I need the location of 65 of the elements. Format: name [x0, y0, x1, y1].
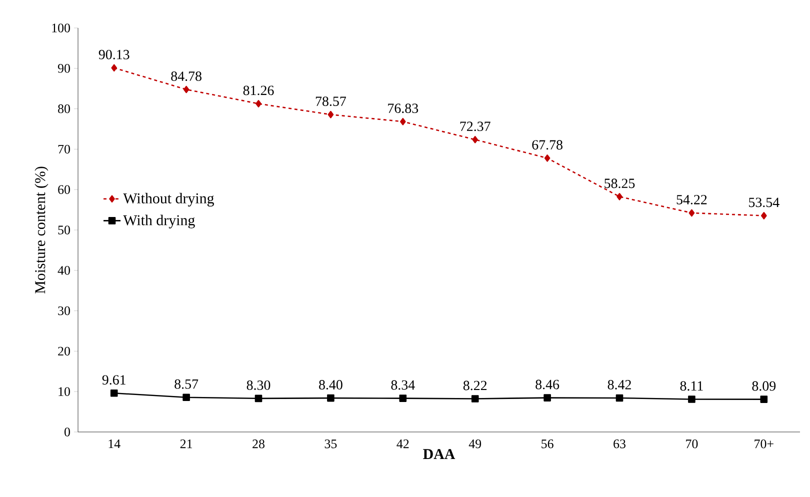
point [688, 209, 695, 217]
point [183, 86, 190, 94]
x-tick-label: 56 [542, 440, 554, 448]
point [400, 118, 406, 126]
point [760, 396, 768, 403]
point [256, 100, 262, 108]
x-tick-label: 70+ [754, 440, 774, 448]
y-tick-label: 80 [58, 104, 70, 114]
data-label: 8.30 [246, 380, 270, 390]
point [544, 154, 550, 162]
legend-label: With drying [123, 214, 195, 228]
data-label: 8.11 [680, 381, 703, 391]
data-label: 76.83 [388, 104, 418, 114]
y-tick-label: 40 [58, 266, 70, 275]
y-tick-label: 30 [58, 306, 70, 316]
point [616, 394, 624, 402]
legend-label: Without drying [123, 192, 214, 207]
y-tick-label: 0 [64, 428, 70, 436]
point [471, 395, 479, 402]
x-tick-label: 63 [614, 440, 626, 448]
data-label: 58.25 [604, 178, 635, 188]
y-tick-label: 100 [52, 24, 70, 32]
x-tick-label: 42 [396, 440, 409, 448]
point [182, 394, 190, 402]
data-label: 8.57 [174, 379, 198, 389]
x-tick-label: 49 [468, 440, 482, 448]
data-label: 53.54 [749, 198, 780, 208]
data-label: 8.34 [391, 380, 415, 390]
data-label: 8.40 [319, 380, 342, 390]
y-tick-label: 70 [58, 144, 70, 154]
point [254, 394, 262, 402]
data-label: 67.78 [532, 140, 562, 150]
data-label: 8.42 [608, 380, 631, 390]
point [111, 64, 118, 72]
point [761, 212, 767, 220]
x-tick-label: 21 [180, 440, 192, 448]
point [328, 110, 334, 118]
y-tick-label: 10 [58, 387, 70, 396]
point [544, 394, 551, 402]
x-tick-label: 70 [686, 440, 698, 448]
data-label: 8.09 [752, 381, 776, 391]
data-label: 90.13 [98, 50, 130, 60]
x-tick-label: 14 [108, 440, 120, 448]
y-tick-label: 20 [58, 346, 70, 356]
point [616, 193, 622, 200]
x-tick-label: 35 [324, 440, 337, 448]
y-tick-label: 50 [58, 226, 70, 234]
data-label: 8.46 [536, 380, 560, 390]
point [688, 396, 696, 403]
data-label: 54.22 [676, 194, 707, 204]
data-label: 81.26 [243, 86, 274, 96]
y-tick-label: 60 [58, 185, 70, 194]
data-label: 8.22 [463, 380, 487, 390]
x-axis-title: DAA [423, 449, 456, 459]
y-axis-title: Moisture content (%) [34, 166, 48, 294]
data-label: 78.57 [316, 96, 346, 106]
x-tick-label: 28 [252, 440, 264, 448]
data-label: 9.61 [102, 375, 126, 385]
point [327, 394, 334, 402]
data-label: 72.37 [460, 122, 490, 132]
point [110, 390, 118, 397]
data-label: 84.78 [171, 71, 202, 81]
point [399, 394, 407, 402]
y-tick-label: 90 [58, 64, 70, 73]
point [472, 136, 478, 144]
